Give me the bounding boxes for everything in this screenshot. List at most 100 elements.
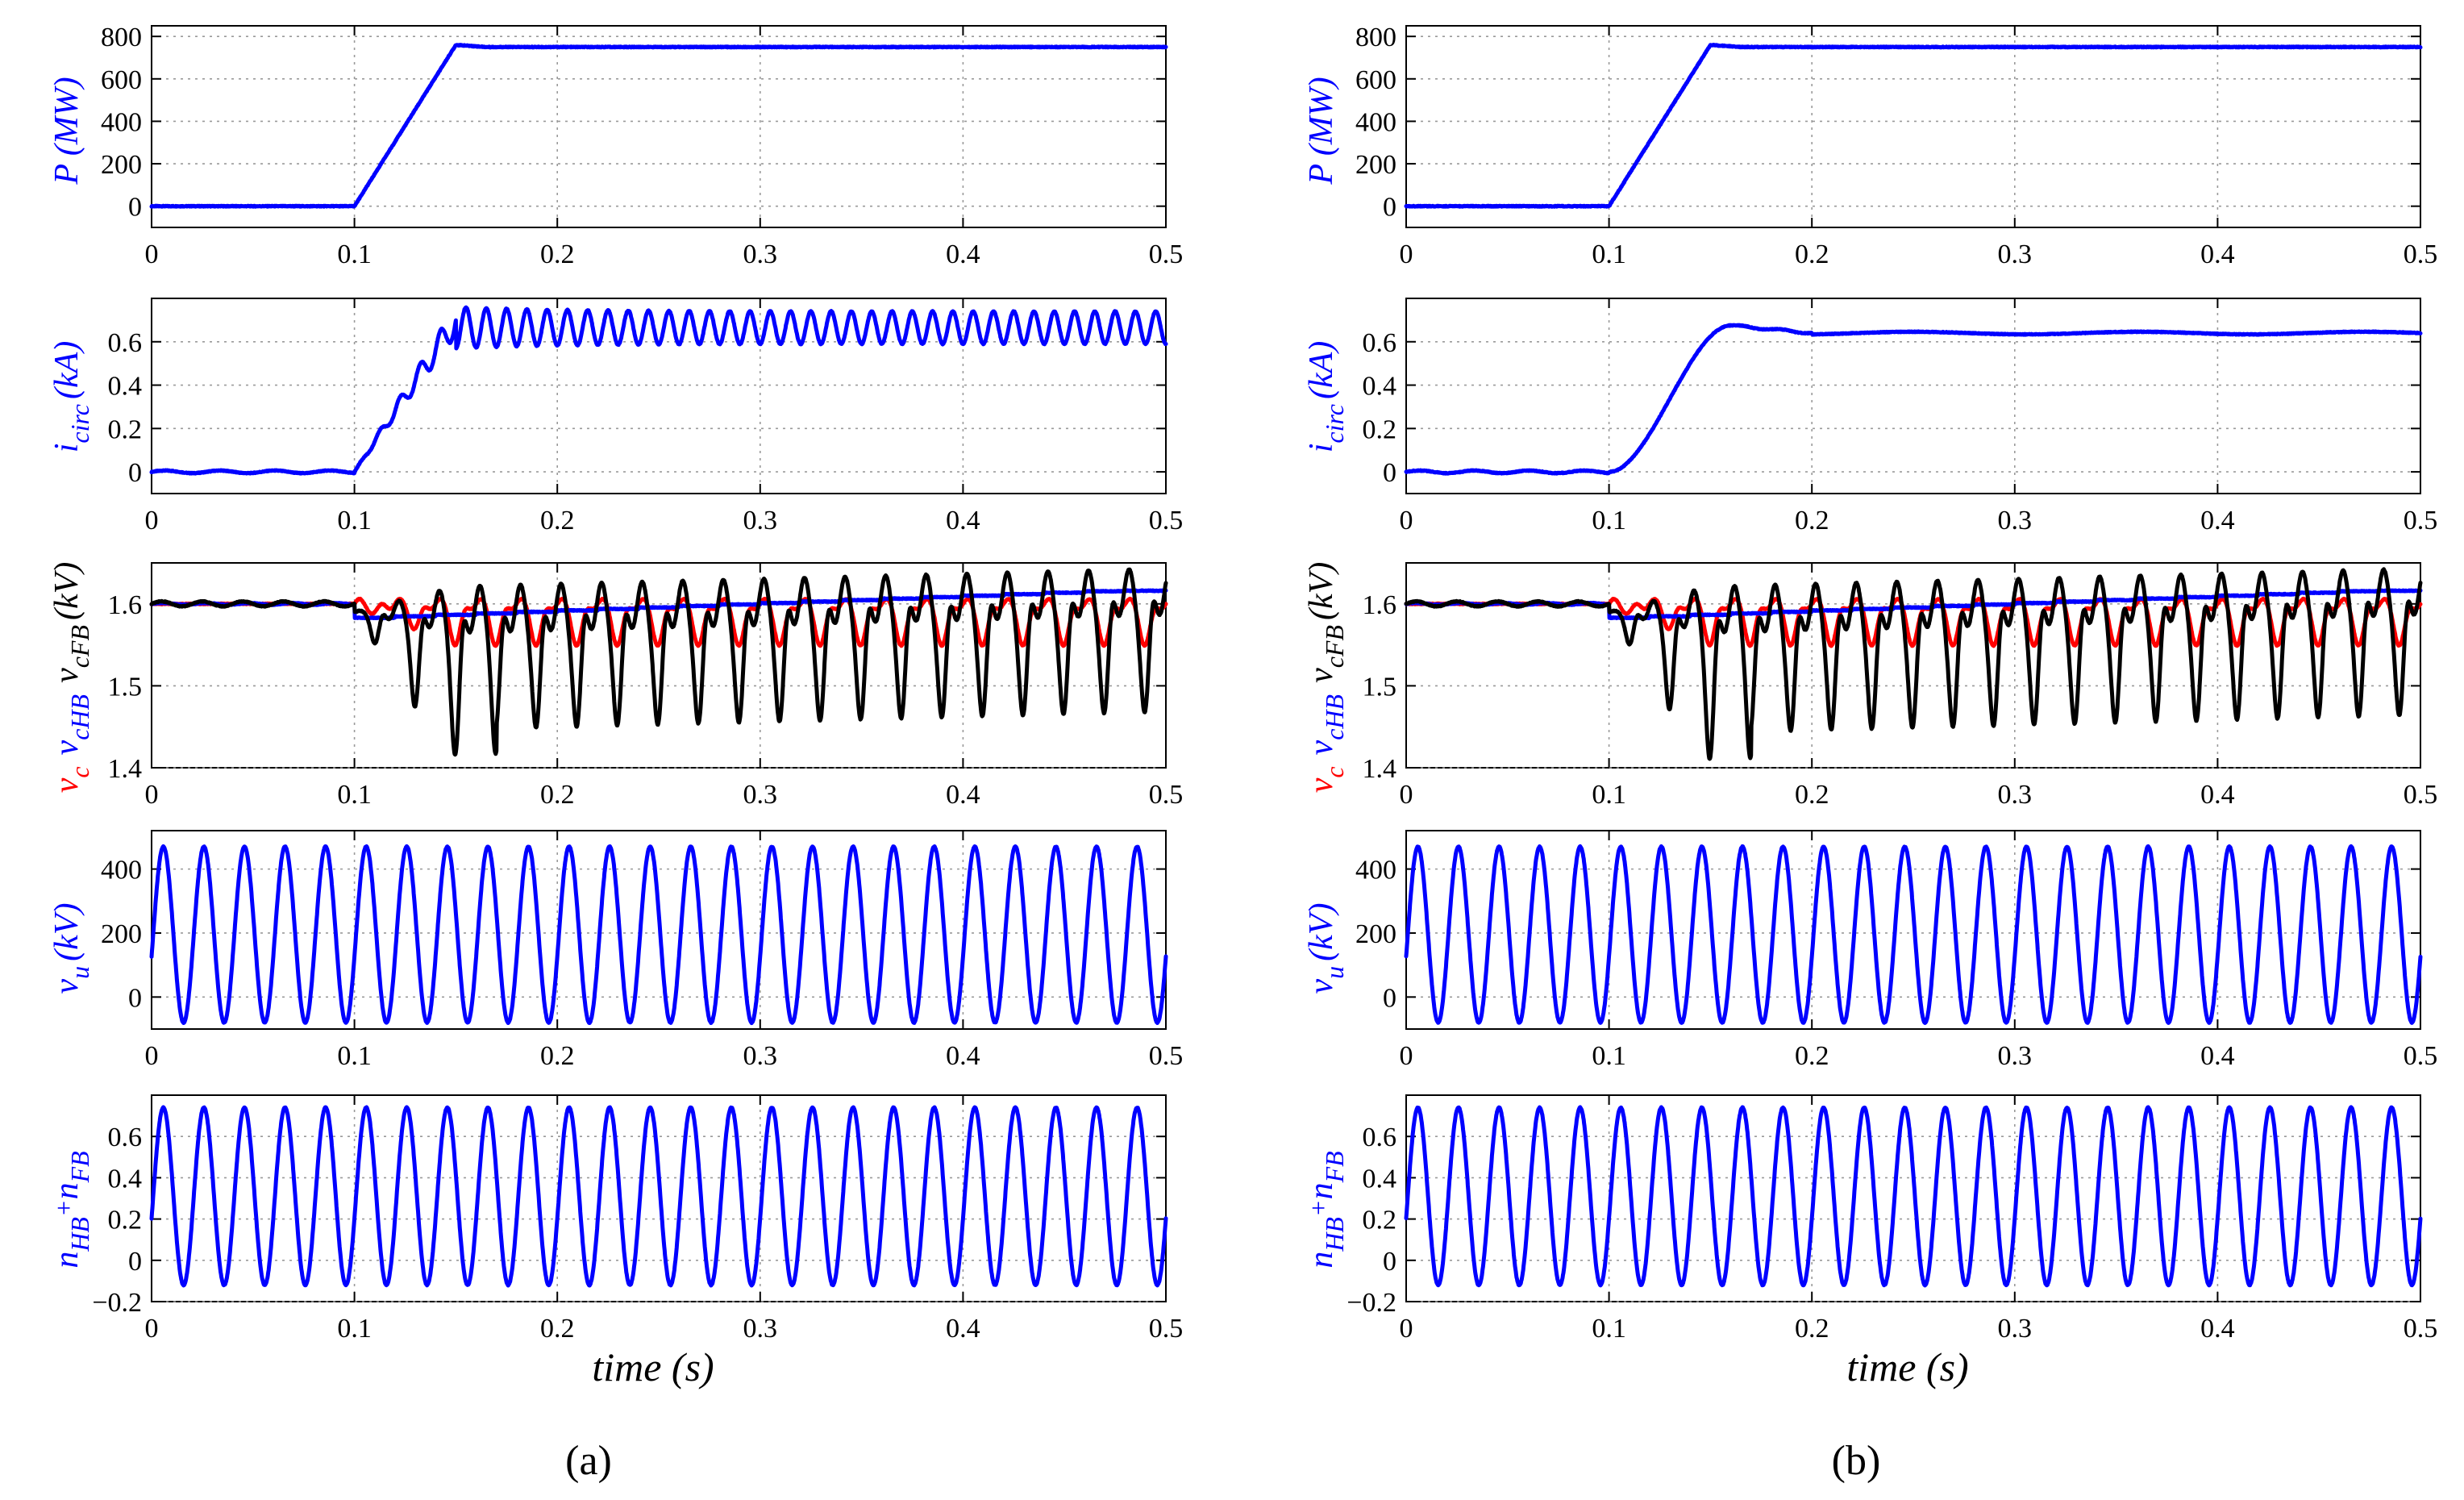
x-tick-label: 0 [1400, 240, 1413, 269]
x-tick-label: 0.5 [2404, 1041, 2438, 1071]
ylabel-b-circ: icirc(kA) [1303, 341, 1349, 453]
y-tick-label: 0 [1383, 1247, 1396, 1277]
x-tick-label: 0.4 [2200, 506, 2235, 535]
y-tick-label: 800 [101, 23, 142, 52]
y-tick-label: 400 [1355, 107, 1396, 137]
ylabel-a-power: P (MW) [48, 77, 85, 185]
x-tick-label: 0.5 [1149, 240, 1184, 269]
panel-label-a: (a) [565, 1438, 612, 1484]
x-tick-label: 0.5 [2404, 240, 2438, 269]
ylabel-a-circ: icirc(kA) [48, 341, 94, 453]
x-tick-label: 0 [145, 1041, 159, 1071]
y-tick-label: 400 [1355, 856, 1396, 885]
y-tick-label: 0 [1383, 458, 1396, 488]
xlabel-a: time (s) [592, 1344, 714, 1390]
y-tick-label: 1.4 [1363, 754, 1397, 784]
y-tick-label: 0.2 [108, 1206, 143, 1235]
series-line-i-circ [1404, 323, 2423, 476]
chart-a-vu: 0 0.1 0.2 0.3 0.4 0.5 0 200 400 [101, 830, 1184, 1071]
x-tick-label: 0.2 [540, 1314, 575, 1344]
series-line-v-u [1404, 844, 2423, 1025]
y-tick-label: −0.2 [92, 1288, 142, 1318]
x-tick-label: 0.1 [337, 1314, 372, 1344]
ylabel-a-n: nHB+nFB [48, 1151, 94, 1268]
y-tick-label: 0.4 [1363, 1164, 1397, 1194]
y-tick-label: 1.5 [1363, 672, 1397, 702]
y-tick-label: 0 [1383, 193, 1396, 223]
x-tick-label: 0.3 [1998, 506, 2033, 535]
y-tick-label: 1.6 [1363, 590, 1397, 620]
y-tick-label: 200 [1355, 919, 1396, 949]
chart-b-power: 0 0.1 0.2 0.3 0.4 0.5 0 200 400 600 800 [1355, 23, 2437, 269]
x-tick-label: 0.5 [1149, 1041, 1184, 1071]
ylabel-a-cap: vcvcHBvcFB(kV) [48, 562, 94, 794]
x-tick-label: 0.3 [743, 240, 778, 269]
ylabel-b-vu: vu(kV) [1303, 903, 1349, 994]
x-tick-label: 0.1 [1592, 1314, 1626, 1344]
x-tick-label: 0.3 [1998, 1314, 2033, 1344]
series-line-p [149, 43, 1168, 209]
x-tick-label: 0.3 [743, 506, 778, 535]
x-tick-label: 0 [145, 240, 159, 269]
x-tick-label: 0.2 [1795, 506, 1829, 535]
ylabel-b-power: P (MW) [1303, 77, 1340, 185]
chart-a-n: 0 0.1 0.2 0.3 0.4 0.5−0.200.20.40.6 [92, 1094, 1183, 1344]
y-tick-label: 1.6 [108, 590, 143, 620]
x-tick-label: 0.2 [1795, 1041, 1829, 1071]
x-tick-label: 0.3 [743, 1041, 778, 1071]
chart-b-n: 0 0.1 0.2 0.3 0.4 0.5−0.200.20.40.6 [1346, 1094, 2437, 1344]
y-tick-label: 600 [101, 65, 142, 95]
y-tick-label: 400 [101, 107, 142, 137]
y-tick-label: 0 [128, 458, 142, 488]
x-tick-label: 0.2 [540, 780, 575, 810]
axes-frame [151, 25, 1167, 228]
y-tick-label: 0 [128, 1247, 142, 1277]
series-line-v-cfb [149, 567, 1168, 757]
y-tick-label: 800 [1355, 23, 1396, 52]
x-tick-label: 0.3 [743, 1314, 778, 1344]
x-tick-label: 0 [1400, 506, 1413, 535]
y-tick-label: 0.4 [108, 1164, 143, 1194]
x-tick-label: 0.4 [2200, 780, 2235, 810]
y-tick-label: 1.4 [108, 754, 143, 784]
chart-a-circ: 0 0.1 0.2 0.3 0.4 0.5 0 0.2 0.4 0.6 [108, 298, 1183, 535]
x-tick-label: 0.4 [946, 780, 980, 810]
y-tick-label: 200 [1355, 150, 1396, 180]
x-tick-label: 0 [145, 780, 159, 810]
y-tick-label: −0.2 [1346, 1288, 1396, 1318]
x-tick-label: 0.5 [1149, 780, 1184, 810]
y-tick-label: 0.2 [1363, 415, 1397, 444]
x-tick-label: 0.2 [1795, 240, 1829, 269]
y-tick-label: 0 [1383, 983, 1396, 1013]
axes-frame [151, 298, 1167, 494]
ylabel-a-vu: vu(kV) [48, 903, 94, 994]
y-tick-label: 0 [128, 193, 142, 223]
x-tick-label: 0.2 [540, 506, 575, 535]
chart-b-vu: 0 0.1 0.2 0.3 0.4 0.5 0 200 400 [1355, 830, 2438, 1071]
ylabel-b-n: nHB+nFB [1303, 1151, 1349, 1268]
series-line-i-circ [149, 305, 1168, 476]
x-tick-label: 0.3 [1998, 1041, 2033, 1071]
y-tick-label: 200 [101, 919, 142, 949]
y-tick-label: 200 [101, 150, 142, 180]
x-tick-label: 0.3 [743, 780, 778, 810]
y-tick-label: 0 [128, 983, 142, 1013]
series-line-v-chb [149, 588, 1168, 621]
x-tick-label: 0.4 [2200, 240, 2235, 269]
series-line-p [1404, 43, 2423, 209]
x-tick-label: 0.2 [540, 240, 575, 269]
x-tick-label: 0.4 [946, 1314, 980, 1344]
x-tick-label: 0 [1400, 1314, 1413, 1344]
x-tick-label: 0.1 [337, 780, 372, 810]
x-tick-label: 0.2 [1795, 1314, 1829, 1344]
x-tick-label: 0 [145, 506, 159, 535]
chart-a-cap: 0 0.1 0.2 0.3 0.4 0.5 1.4 1.5 1.6 [108, 562, 1184, 810]
y-tick-label: 600 [1355, 65, 1396, 95]
y-tick-label: 0.6 [108, 328, 143, 358]
x-tick-label: 0.1 [1592, 780, 1626, 810]
y-tick-label: 0.2 [1363, 1206, 1397, 1235]
x-tick-label: 0.1 [337, 1041, 372, 1071]
series-line-n-hb-n-fb [149, 1105, 1168, 1288]
chart-a-power: 0 0.1 0.2 0.3 0.4 0.5 0 200 400 600 800 [101, 23, 1183, 269]
